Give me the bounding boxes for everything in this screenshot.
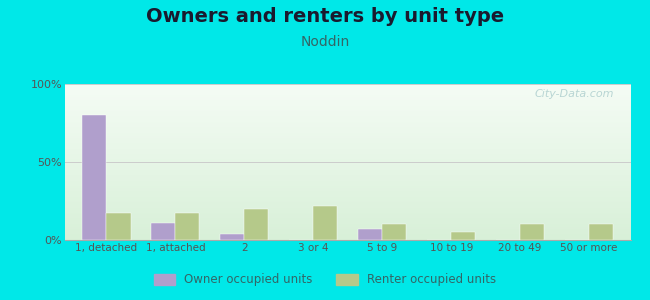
Bar	[589, 224, 613, 240]
Bar	[520, 224, 544, 240]
Legend: Owner occupied units, Renter occupied units: Owner occupied units, Renter occupied un…	[149, 269, 501, 291]
Bar	[244, 209, 268, 240]
Bar	[176, 214, 200, 240]
Bar	[358, 229, 382, 240]
Bar	[220, 234, 244, 240]
Bar	[313, 206, 337, 240]
Text: Noddin: Noddin	[300, 34, 350, 49]
Bar	[451, 232, 475, 240]
Bar	[107, 214, 131, 240]
Text: Owners and renters by unit type: Owners and renters by unit type	[146, 8, 504, 26]
Bar	[151, 223, 176, 240]
Text: City-Data.com: City-Data.com	[534, 89, 614, 99]
Bar	[83, 115, 107, 240]
Bar	[382, 224, 406, 240]
